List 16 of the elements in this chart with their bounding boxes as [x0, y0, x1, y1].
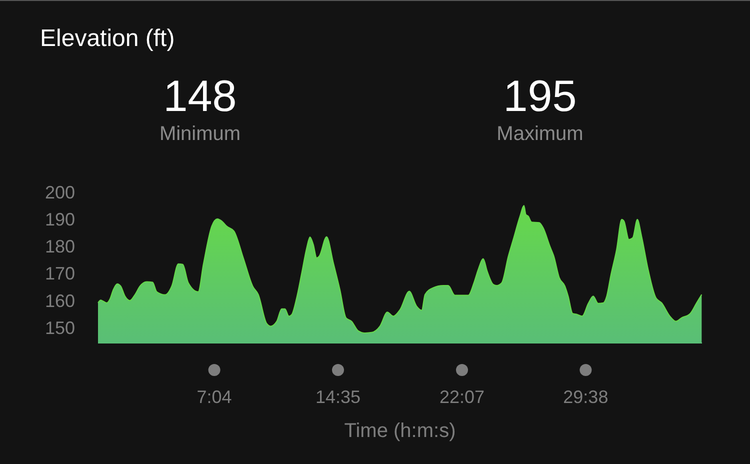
chart-title: Elevation (ft) [40, 25, 175, 52]
x-tick-label: 14:35 [315, 387, 361, 407]
text: 195 [503, 72, 577, 121]
y-tick-label: 200 [44, 182, 75, 202]
x-axis-title: Time (h:m:s) [344, 420, 456, 442]
y-tick-label: 190 [44, 209, 75, 230]
text: 148 [163, 72, 237, 121]
y-tick-label: 180 [44, 236, 75, 257]
x-tick-label: 29:38 [563, 387, 608, 407]
x-tick-label: 7:04 [196, 387, 232, 407]
text: Maximum [496, 123, 584, 145]
y-tick-label: 150 [44, 318, 75, 338]
text: Minimum [159, 123, 241, 145]
x-tick-label: 22:07 [439, 387, 485, 407]
y-tick-label: 160 [44, 290, 75, 311]
y-tick-label: 170 [44, 264, 75, 284]
